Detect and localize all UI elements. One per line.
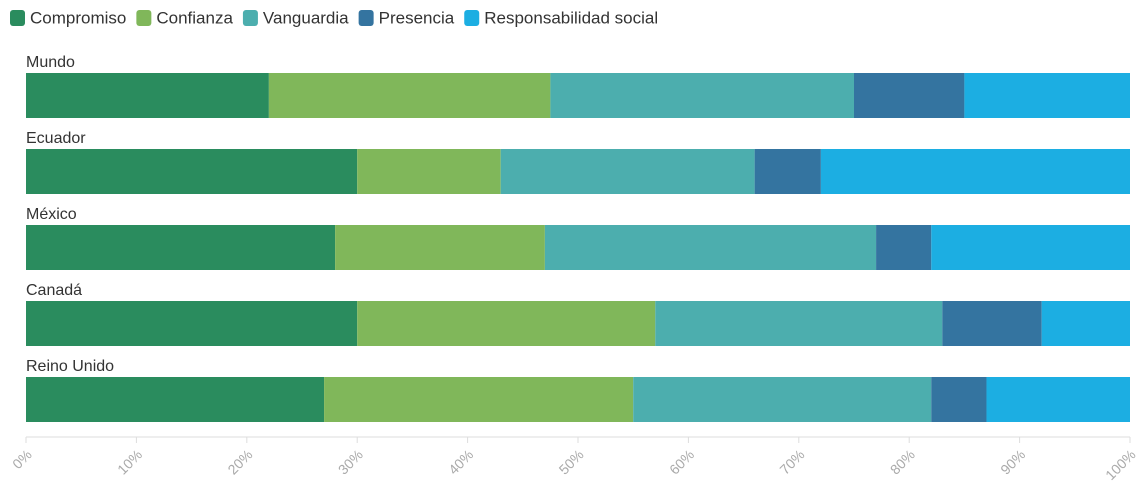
bar-segment [26,225,336,270]
x-tick-label: 10% [114,446,145,477]
legend-label: Compromiso [30,8,126,27]
bar-segment [1041,301,1130,346]
bar-segment [357,149,501,194]
bar-segment [268,73,551,118]
category-label: México [26,206,77,223]
bar-segment [820,149,1130,194]
legend-label: Confianza [156,8,233,27]
legend-swatch [242,10,258,26]
bar-segment [26,149,358,194]
x-tick-label: 60% [666,446,697,477]
legend-label: Responsabilidad social [484,8,658,27]
bar-segment [544,225,877,270]
bar-segment [754,149,821,194]
bar-segment [550,73,854,118]
x-tick-label: 20% [224,446,255,477]
bar-segment [964,73,1130,118]
bar-segment [500,149,755,194]
x-tick-label: 0% [9,446,35,472]
bar-segment [876,225,932,270]
bar-segment [633,377,932,422]
legend-swatch [358,10,374,26]
category-label: Ecuador [26,130,86,147]
category-label: Reino Unido [26,358,114,375]
x-tick-label: 40% [445,446,476,477]
bar-segment [931,377,987,422]
bar-segment [357,301,656,346]
category-label: Mundo [26,54,75,71]
x-tick-label: 80% [887,446,918,477]
legend-label: Vanguardia [263,8,349,27]
category-label: Canadá [26,282,82,299]
x-tick-label: 30% [335,446,366,477]
legend-swatch [10,10,25,26]
x-tick-label: 90% [997,446,1028,477]
bar-segment [26,73,269,118]
bar-segment [655,301,943,346]
x-tick-label: 70% [776,446,807,477]
bar-segment [26,377,325,422]
bar-segment [942,301,1042,346]
legend-swatch [464,10,480,26]
legend-label: Presencia [379,8,455,27]
bar-segment [854,73,965,118]
x-tick-label: 50% [556,446,587,477]
bar-segment [931,225,1130,270]
bar-segment [986,377,1130,422]
x-tick-label: 100% [1102,446,1139,483]
bar-segment [324,377,634,422]
legend-swatch [136,10,152,26]
bar-segment [26,301,358,346]
bar-segment [335,225,545,270]
